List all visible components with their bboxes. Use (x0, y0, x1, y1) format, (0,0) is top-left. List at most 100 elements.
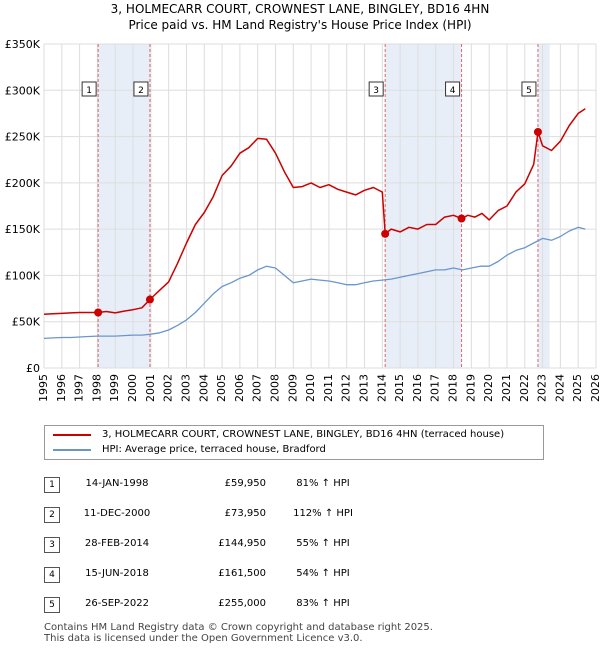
row-price: £73,950 (224, 508, 266, 519)
sale-point (381, 229, 390, 238)
x-tick-label: 2013 (358, 374, 371, 402)
row-hpi-change: 55% ↑ HPI (296, 538, 350, 549)
x-tick-label: 2007 (251, 374, 264, 402)
x-tick-label: 2020 (482, 374, 495, 402)
y-tick-label: £300K (5, 84, 41, 97)
x-tick-label: 2017 (429, 374, 442, 402)
legend: 3, HOLMECARR COURT, CROWNEST LANE, BINGL… (44, 425, 544, 460)
row-hpi-change: 81% ↑ HPI (296, 478, 350, 489)
x-tick-label: 2019 (464, 374, 477, 402)
x-tick-label: 2025 (571, 374, 584, 402)
grid-lines (43, 43, 597, 369)
x-tick-label: 2008 (268, 374, 281, 402)
series-lines (43, 108, 586, 340)
y-tick-label: £50K (12, 316, 41, 329)
sale-label-boxes: 1 2 3 4 5 (81, 81, 537, 97)
x-tick-label: 2011 (322, 374, 335, 402)
x-tick-label: 1997 (73, 374, 86, 402)
y-tick-label: £250K (5, 131, 41, 144)
row-number-badge: 5 (44, 597, 60, 613)
y-tick-label: £350K (5, 38, 41, 51)
y-tick-label: £0 (26, 362, 40, 375)
x-tick-label: 2002 (162, 374, 175, 402)
chart-subtitle: Price paid vs. HM Land Registry's House … (128, 18, 472, 32)
chart-title: 3, HOLMECARR COURT, CROWNEST LANE, BINGL… (110, 2, 490, 16)
sale-marker-lines (97, 44, 539, 368)
row-price: £255,000 (218, 598, 266, 609)
property-price-line (43, 108, 586, 316)
sale-label-text: 4 (450, 86, 456, 96)
row-price: £59,950 (224, 478, 266, 489)
x-tick-label: 2014 (375, 374, 388, 402)
shaded-range (385, 44, 462, 368)
x-tick-label: 2015 (393, 374, 406, 402)
x-tick-label: 1995 (37, 374, 50, 402)
row-date: 14-JAN-1998 (85, 478, 149, 489)
sale-label-text: 2 (138, 86, 144, 96)
x-tick-label: 2004 (197, 374, 210, 402)
sale-label-text: 1 (86, 86, 92, 96)
sale-label-text: 5 (526, 86, 532, 96)
row-hpi-change: 112% ↑ HPI (293, 508, 353, 519)
footer-copyright: Contains HM Land Registry data © Crown c… (44, 622, 433, 633)
row-date: 28-FEB-2014 (84, 538, 150, 549)
x-tick-label: 2005 (215, 374, 228, 402)
x-tick-label: 2003 (179, 374, 192, 402)
x-tick-label: 2026 (589, 374, 600, 402)
sale-label-box (445, 81, 461, 97)
row-number-badge: 4 (44, 567, 60, 583)
table-row: 1 14-JAN-1998 £59,950 81% ↑ HPI (0, 470, 600, 500)
x-tick-label: 1999 (108, 374, 121, 402)
x-tick-label: 2001 (144, 374, 157, 402)
x-tick-label: 2024 (553, 374, 566, 402)
sale-point (457, 214, 466, 223)
row-number-badge: 3 (44, 537, 60, 553)
x-tick-label: 2021 (500, 374, 513, 402)
sale-label-box (521, 81, 537, 97)
shaded-ranges (98, 44, 550, 368)
sale-label-box (81, 81, 97, 97)
sale-point (94, 308, 103, 317)
row-number-badge: 2 (44, 507, 60, 523)
row-hpi-change: 54% ↑ HPI (296, 568, 350, 579)
sale-point (533, 127, 542, 136)
legend-swatch-hpi (53, 449, 91, 451)
legend-swatch-property (53, 434, 91, 436)
row-hpi-change: 83% ↑ HPI (296, 598, 350, 609)
sale-label-text: 3 (373, 86, 379, 96)
hpi-line (43, 226, 586, 340)
y-tick-label: £100K (5, 269, 41, 282)
x-tick-label: 2023 (536, 374, 549, 402)
table-row: 2 11-DEC-2000 £73,950 112% ↑ HPI (0, 500, 600, 530)
sale-point (145, 295, 154, 304)
x-tick-label: 2010 (304, 374, 317, 402)
x-tick-label: 1996 (55, 374, 68, 402)
row-price: £161,500 (218, 568, 266, 579)
y-tick-label: £150K (5, 223, 41, 236)
shaded-range (537, 44, 550, 368)
x-tick-label: 2018 (447, 374, 460, 402)
table-row: 5 26-SEP-2022 £255,000 83% ↑ HPI (0, 590, 600, 620)
row-date: 15-JUN-2018 (85, 568, 149, 579)
y-tick-label: £200K (5, 177, 41, 190)
footer-license: This data is licensed under the Open Gov… (44, 633, 363, 644)
row-date: 26-SEP-2022 (85, 598, 149, 609)
x-tick-label: 2012 (340, 374, 353, 402)
row-date: 11-DEC-2000 (83, 508, 151, 519)
sale-label-box (133, 81, 149, 97)
x-axis-ticks: 1995 1996 1997 1998 1999 2000 2001 2002 2003 2004… (37, 374, 600, 402)
x-tick-label: 2006 (233, 374, 246, 402)
shaded-range (98, 44, 150, 368)
table-row: 3 28-FEB-2014 £144,950 55% ↑ HPI (0, 530, 600, 560)
sale-points (94, 127, 542, 317)
x-tick-label: 2000 (126, 374, 139, 402)
y-axis-ticks: £0 £50K £100K £150K £200K £250K £300K £350K (5, 38, 41, 375)
x-tick-label: 2022 (518, 374, 531, 402)
legend-label-hpi: HPI: Average price, terraced house, Brad… (102, 444, 326, 455)
row-number-badge: 1 (44, 477, 60, 493)
price-chart: 1 2 3 4 5 £0 £50K £100K £150K £200K £250K £300K £35… (5, 38, 600, 402)
x-tick-label: 2009 (286, 374, 299, 402)
row-price: £144,950 (218, 538, 266, 549)
legend-label-property: 3, HOLMECARR COURT, CROWNEST LANE, BINGL… (102, 429, 505, 440)
sale-label-box (368, 81, 384, 97)
